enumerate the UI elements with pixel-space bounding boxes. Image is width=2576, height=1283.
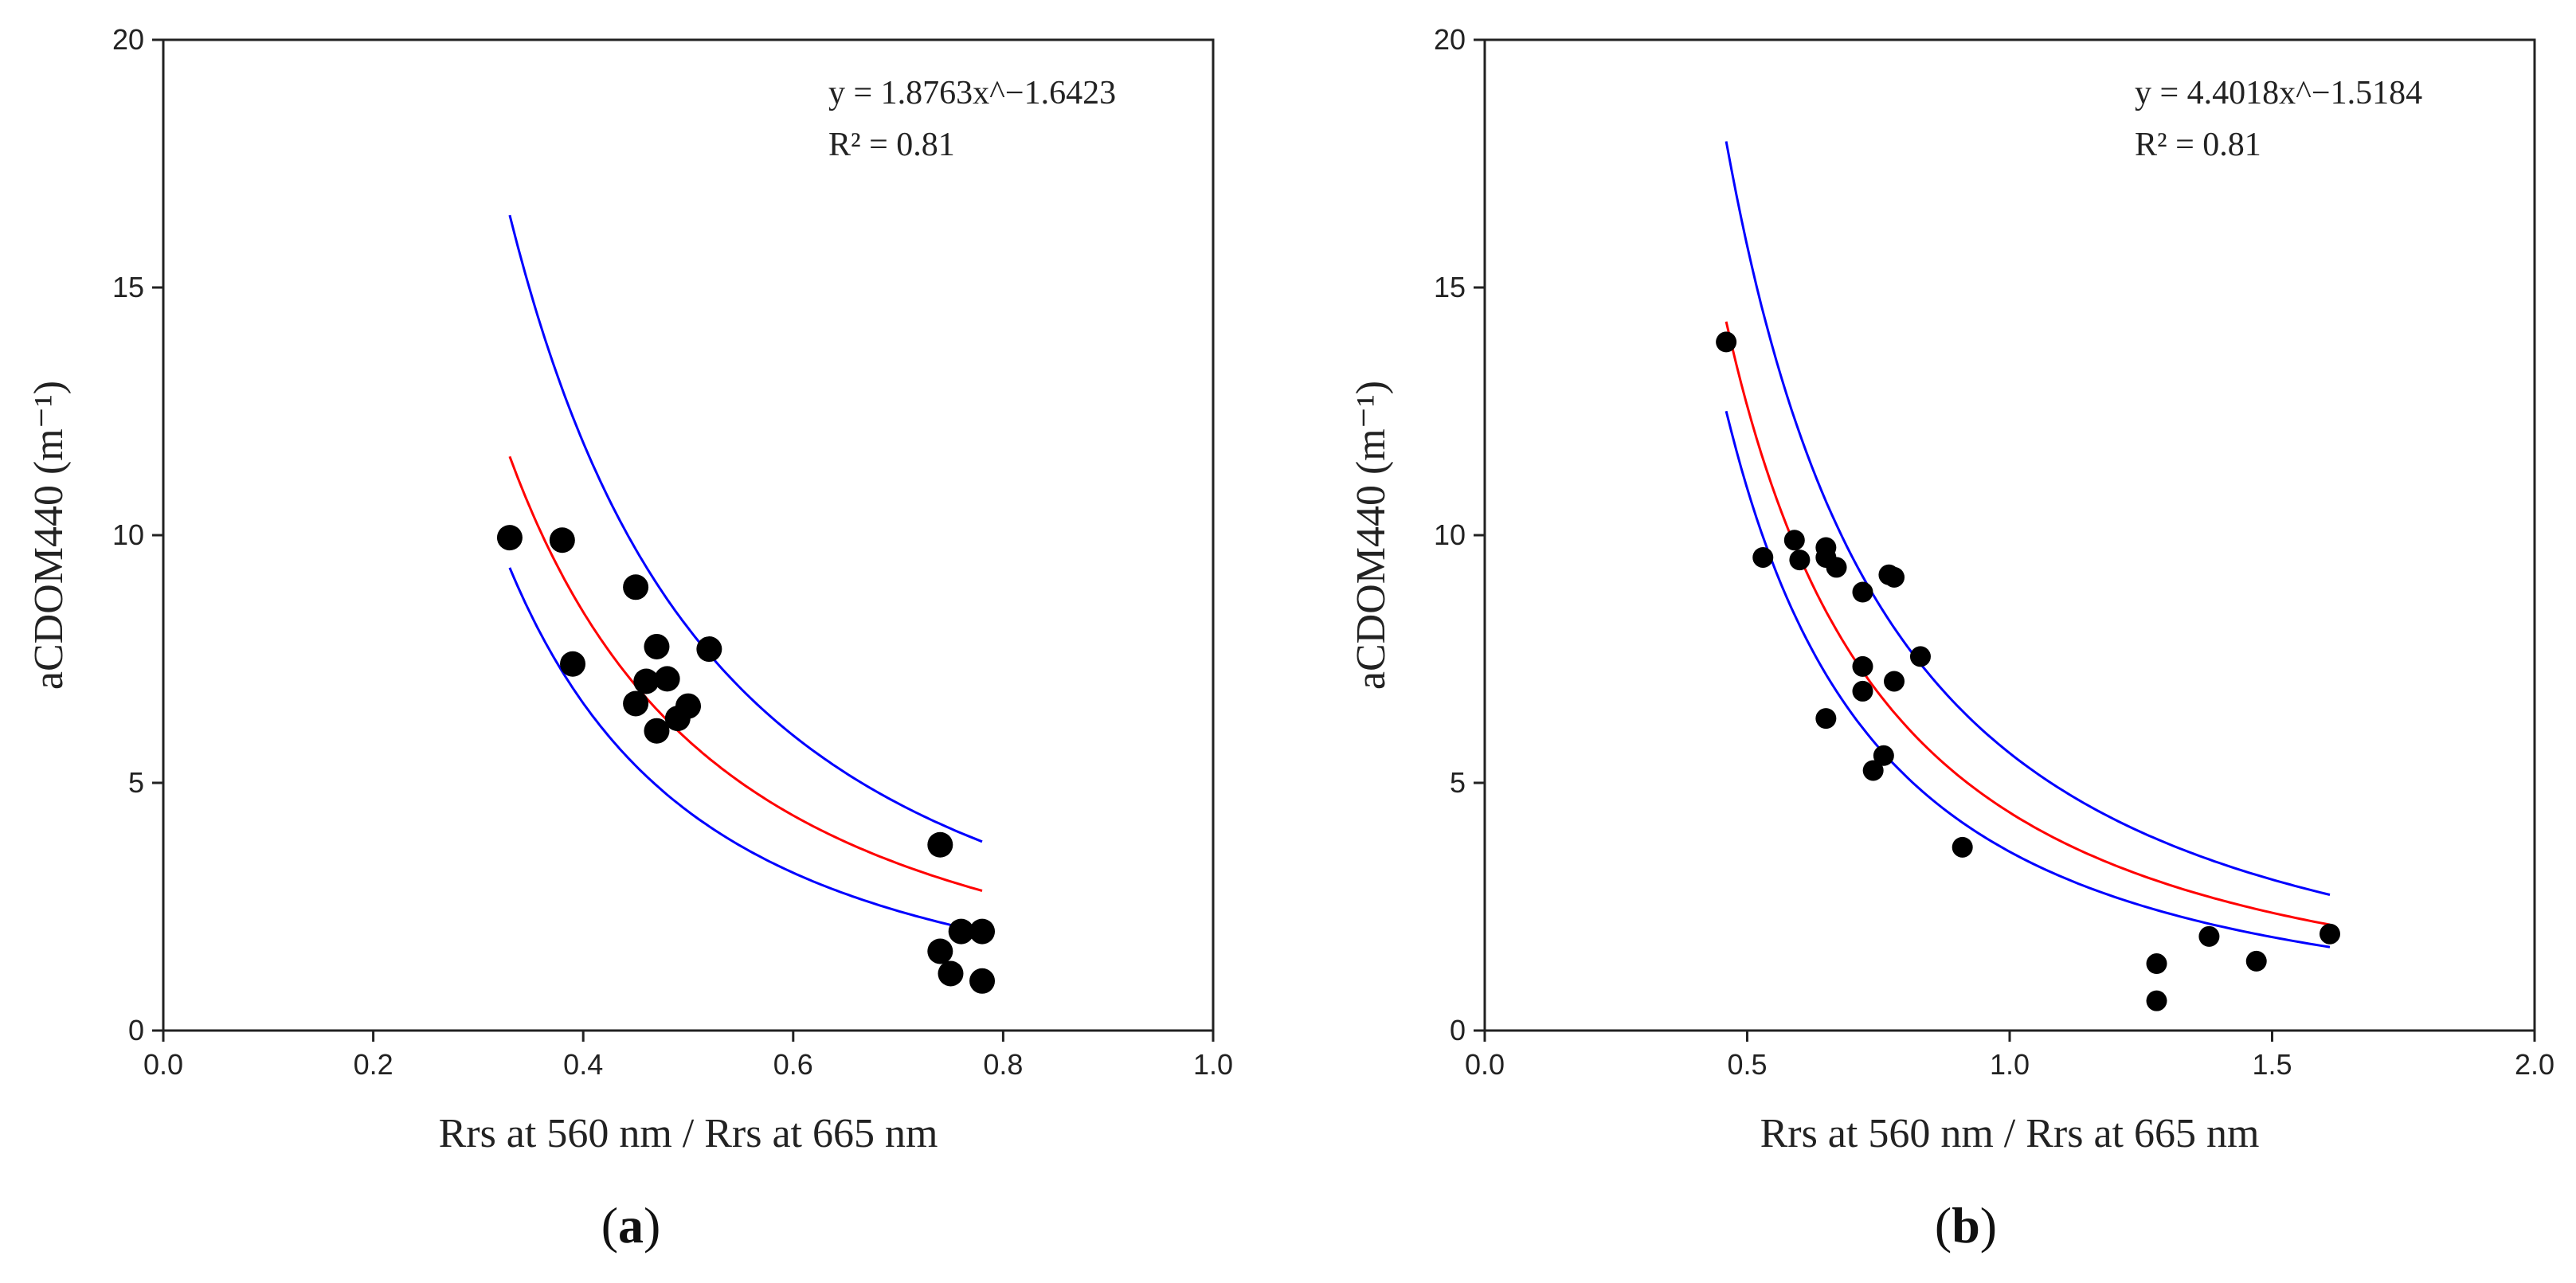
data-point xyxy=(1815,708,1837,730)
y-axis-title-a: aCDOM440 (m⁻¹) xyxy=(26,381,72,690)
data-point xyxy=(1884,671,1905,692)
x-tick-label: 0.5 xyxy=(1727,1048,1767,1081)
y-tick-label: 15 xyxy=(112,271,144,303)
y-tick-label: 20 xyxy=(112,23,144,56)
x-tick-label: 1.5 xyxy=(2252,1048,2292,1081)
curves-a xyxy=(508,214,983,933)
x-axis-title-b: Rrs at 560 nm / Rrs at 665 nm xyxy=(1760,1111,2260,1156)
x-tick-label: 2.0 xyxy=(2515,1048,2554,1081)
y-tick-label: 15 xyxy=(1434,271,1466,303)
y-tick-label: 10 xyxy=(112,518,144,551)
equation-b: y = 4.4018x^−1.5184 xyxy=(2135,75,2422,111)
plot-frame-b xyxy=(1483,38,2536,1032)
panel-label-b: (b) xyxy=(1935,1197,1997,1254)
y-tick-label: 5 xyxy=(128,766,144,799)
fit-curve xyxy=(1725,321,2331,926)
y-tick-label: 0 xyxy=(128,1014,144,1046)
x-tick-label: 0.2 xyxy=(354,1048,393,1081)
data-point xyxy=(969,918,996,945)
data-point xyxy=(1789,550,1811,571)
data-point xyxy=(644,718,670,744)
fit-curve xyxy=(508,456,983,892)
data-point xyxy=(560,651,586,677)
data-point xyxy=(1783,530,1805,551)
x-tick-label: 0.8 xyxy=(983,1048,1023,1081)
data-point xyxy=(623,574,649,600)
data-point xyxy=(496,525,523,551)
data-point xyxy=(1952,836,1973,858)
data-point xyxy=(1862,760,1884,781)
ci-upper-curve xyxy=(508,214,983,843)
data-point xyxy=(549,527,575,553)
ticks-a: 0.0 0.2 0.4 0.6 0.8 1.0 0 5 10 15 20 xyxy=(112,23,1233,1081)
data-point xyxy=(938,960,964,987)
data-point xyxy=(2146,953,2167,975)
y-tick-label: 5 xyxy=(1450,766,1466,799)
equation-a: y = 1.8763x^−1.6423 xyxy=(828,75,1116,111)
y-tick-label: 0 xyxy=(1450,1014,1466,1046)
data-point xyxy=(1852,581,1873,603)
x-tick-label: 0.4 xyxy=(563,1048,603,1081)
panel-label-a: (a) xyxy=(601,1197,661,1254)
y-axis-title-b: aCDOM440 (m⁻¹) xyxy=(1349,381,1394,690)
data-point xyxy=(969,968,996,994)
data-point xyxy=(654,666,680,692)
panel-a: 0.0 0.2 0.4 0.6 0.8 1.0 0 5 10 15 20 y = 1.8763x^−… xyxy=(26,23,1233,1254)
data-point xyxy=(1852,655,1873,677)
ci-lower-curve xyxy=(508,567,983,933)
data-point xyxy=(1873,745,1894,766)
r2-b: R² = 0.81 xyxy=(2135,127,2261,163)
ci-lower-curve xyxy=(1725,410,2331,949)
data-point xyxy=(927,938,953,964)
data-point xyxy=(2146,990,2167,1011)
ci-upper-curve xyxy=(1725,141,2331,896)
data-point xyxy=(1884,566,1905,588)
data-point xyxy=(675,693,701,719)
data-point xyxy=(2245,950,2267,972)
r2-a: R² = 0.81 xyxy=(828,127,955,163)
y-tick-label: 20 xyxy=(1434,23,1466,56)
x-tick-label: 0.0 xyxy=(1465,1048,1505,1081)
panel-b: 0.0 0.5 1.0 1.5 2.0 0 5 10 15 20 y = 4.4018x^−1.5… xyxy=(1349,23,2554,1254)
data-point xyxy=(2198,925,2220,947)
data-point xyxy=(633,668,660,694)
data-point xyxy=(1826,557,1847,578)
x-tick-label: 0.0 xyxy=(143,1048,183,1081)
data-point xyxy=(2319,923,2340,945)
data-point xyxy=(696,636,722,663)
x-tick-label: 1.0 xyxy=(1990,1048,2030,1081)
plot-frame-a xyxy=(162,38,1215,1032)
data-point xyxy=(1752,546,1774,568)
data-point xyxy=(623,690,649,717)
data-point xyxy=(1909,646,1931,667)
data-point xyxy=(927,831,953,858)
curves-b xyxy=(1725,141,2331,949)
data-point xyxy=(644,633,670,659)
data-point xyxy=(1852,680,1873,702)
ticks-b: 0.0 0.5 1.0 1.5 2.0 0 5 10 15 20 xyxy=(1434,23,2554,1081)
x-axis-title-a: Rrs at 560 nm / Rrs at 665 nm xyxy=(439,1111,938,1156)
x-tick-label: 0.6 xyxy=(773,1048,813,1081)
y-tick-label: 10 xyxy=(1434,518,1466,551)
x-tick-label: 1.0 xyxy=(1193,1048,1233,1081)
data-point xyxy=(1716,331,1737,353)
points-a xyxy=(496,525,996,994)
points-b xyxy=(1716,331,2340,1011)
data-point xyxy=(948,918,974,945)
